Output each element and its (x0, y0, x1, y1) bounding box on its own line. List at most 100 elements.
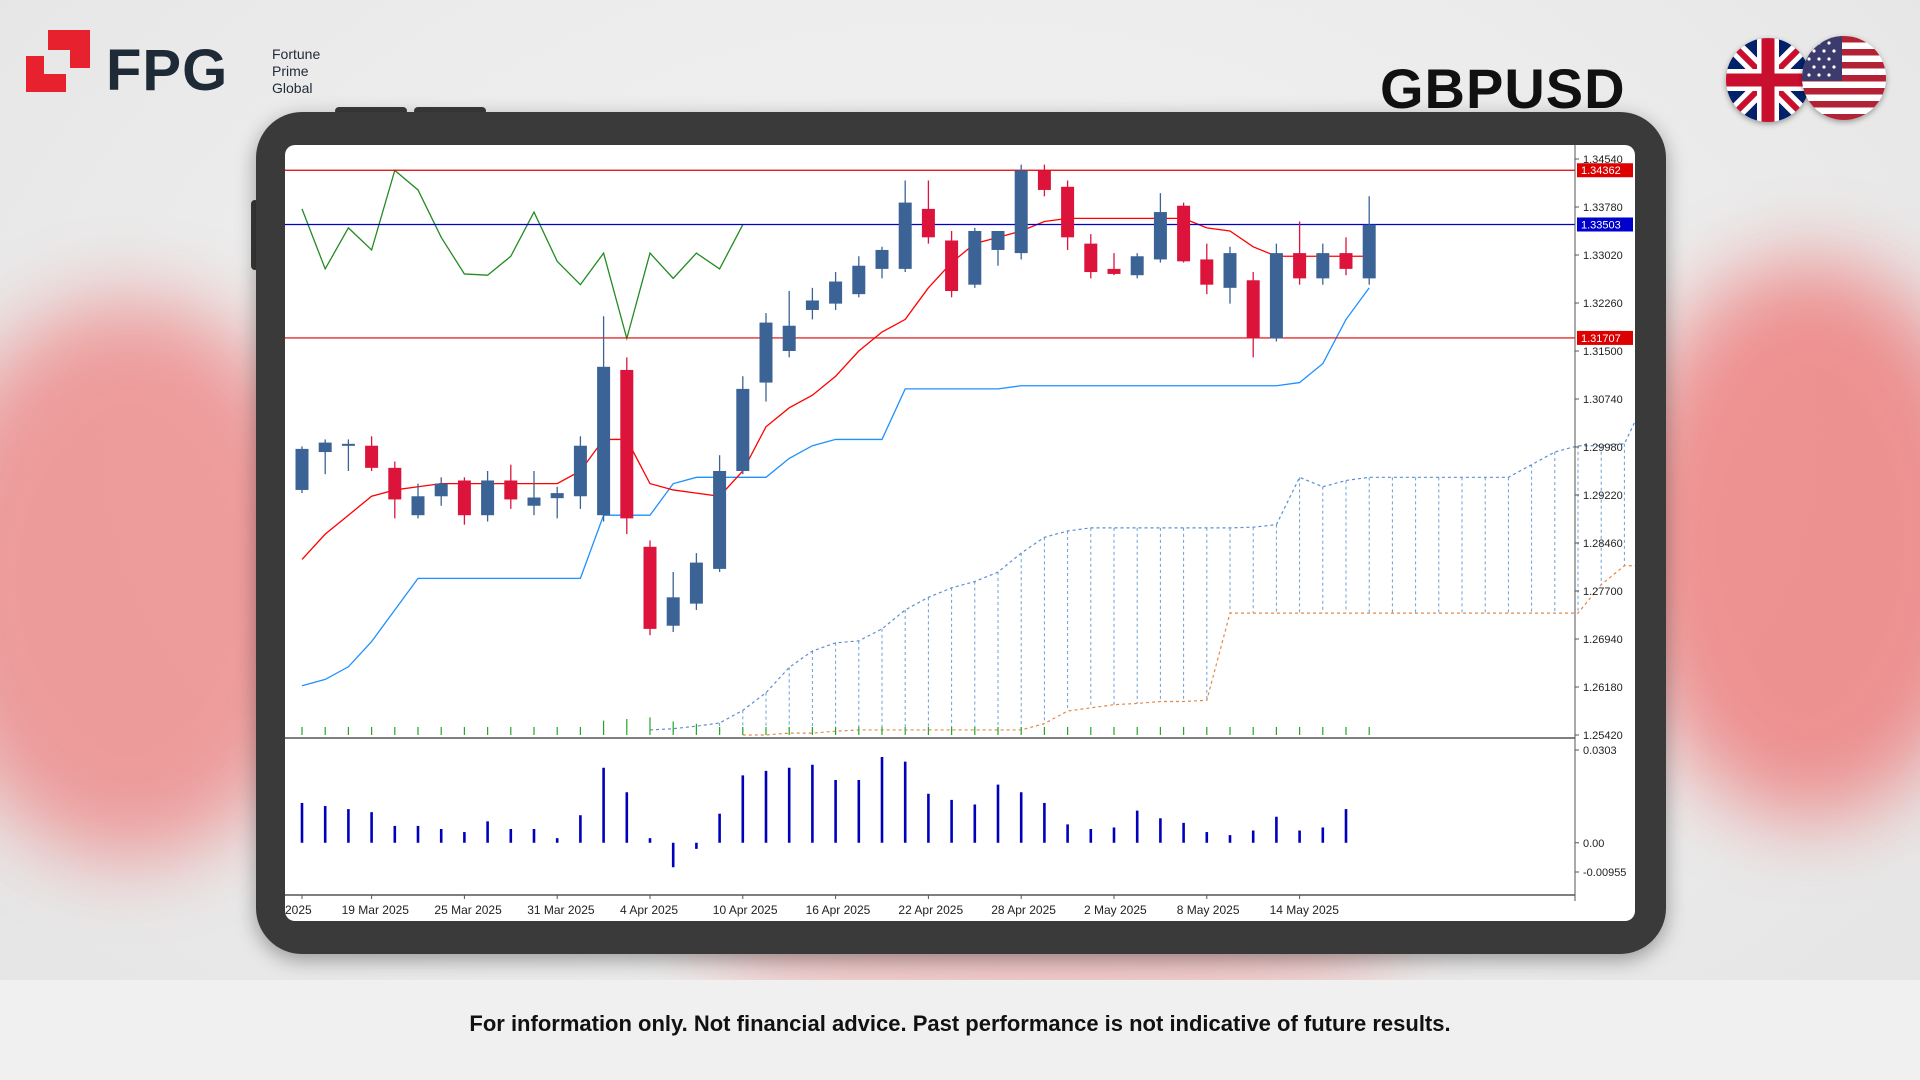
tenkan-sen-line (301, 217, 1370, 560)
footer-bar (0, 980, 1920, 1080)
brand-sub-line2: Prime (272, 63, 309, 79)
candle-bull (666, 597, 680, 626)
candle-bull (318, 442, 332, 453)
chart-screen: 1.34540 1.33780 1.33020 1.32260 1.31500 1.307… (285, 145, 1635, 921)
us-flag-icon (1802, 36, 1886, 120)
time-tick-label: 22 Apr 2025 (898, 903, 963, 917)
candle-bull (411, 496, 425, 516)
bg-smoke-right (1620, 260, 1920, 820)
candle-bull (875, 249, 889, 269)
candle-bull (1362, 224, 1376, 279)
candle-bull (759, 322, 773, 383)
senkou-span-b-line (742, 565, 1635, 736)
candle-bull (481, 480, 495, 516)
candle-bull (782, 325, 796, 351)
candle-bull (550, 493, 564, 499)
price-tick-label: 1.30740 (1583, 394, 1623, 406)
time-tick-label: 16 Apr 2025 (806, 903, 871, 917)
price-tick-label: 1.26940 (1583, 634, 1623, 646)
ichimoku-cloud (649, 420, 1635, 736)
candle-bear (457, 480, 471, 516)
level-tag-label: 1.31707 (1581, 333, 1621, 345)
candle-bull (295, 448, 309, 490)
price-tick-label: 1.32260 (1583, 298, 1623, 310)
candle-bear (1177, 205, 1191, 262)
candle-bear (921, 208, 935, 238)
gbpusd-chart: 1.34540 1.33780 1.33020 1.32260 1.31500 1.307… (285, 145, 1635, 917)
senkou-span-a-line (649, 420, 1635, 731)
price-tick-label: 1.31500 (1583, 346, 1623, 358)
time-tick-label: 10 Apr 2025 (713, 903, 778, 917)
momentum-tick-label: 0.00 (1583, 838, 1604, 850)
candle-bull (597, 366, 611, 516)
candle-bull (573, 445, 587, 497)
candle-bull (713, 471, 727, 569)
time-tick-label: 14 May 2025 (1270, 903, 1340, 917)
level-tag (1577, 163, 1633, 178)
tablet-top-button-1 (335, 107, 407, 115)
candle-bear (388, 467, 402, 500)
price-tick-label: 1.29220 (1583, 490, 1623, 502)
candle-bull (805, 300, 819, 310)
time-tick-label: 28 Apr 2025 (991, 903, 1056, 917)
level-tag (1577, 217, 1633, 232)
brand-name: FPG (106, 38, 229, 103)
time-tick-label: 2025 (285, 903, 312, 917)
fpg-logo-icon (26, 30, 90, 92)
candle-bull (736, 388, 750, 471)
candle-bull (1223, 253, 1237, 288)
candle-bull (1153, 212, 1167, 260)
price-tick-label: 1.27700 (1583, 586, 1623, 598)
momentum-tick-label: -0.00955 (1583, 867, 1626, 879)
brand-sub-line1: Fortune (272, 46, 321, 62)
fpg-logo: FPG Fortune Prime Global (26, 28, 366, 103)
candle-bull (1130, 256, 1144, 276)
brand-subtitle: Fortune Prime Global (272, 46, 320, 97)
disclaimer: For information only. Not financial advi… (469, 1011, 1451, 1036)
candle-bear (1061, 186, 1075, 238)
candle-bull (898, 202, 912, 269)
tablet-side-button (251, 200, 259, 270)
candle-bull (1269, 253, 1283, 339)
candle-bull (527, 497, 541, 506)
time-tick-label: 19 Mar 2025 (342, 903, 410, 917)
momentum-tick-label: 0.0303 (1583, 745, 1617, 757)
time-tick-label: 4 Apr 2025 (620, 903, 678, 917)
candle-bear (1037, 170, 1051, 190)
level-tag-label: 1.34362 (1581, 165, 1621, 177)
time-tick-label: 31 Mar 2025 (527, 903, 595, 917)
candle-bull (689, 562, 703, 604)
candle-bear (365, 445, 379, 468)
candle-bull (829, 281, 843, 304)
level-tag (1577, 330, 1633, 345)
candle-bear (1246, 280, 1260, 339)
candle-bull (852, 265, 866, 295)
indicator-lines (301, 169, 1370, 687)
momentum-panel: 0.0303 0.00 -0.00955 (300, 745, 1626, 879)
candle-bear (1339, 253, 1353, 269)
candle-bull (968, 231, 982, 285)
candle-bull (434, 483, 448, 497)
pair-title: GBPUSD (1380, 57, 1626, 120)
price-tick-label: 1.28460 (1583, 538, 1623, 550)
candle-bull (991, 231, 1005, 250)
price-tick-label: 1.25420 (1583, 730, 1623, 742)
candle-bear (620, 369, 634, 519)
candles (295, 164, 1376, 636)
level-tag-label: 1.33503 (1581, 219, 1621, 231)
uk-flag-icon (1726, 38, 1810, 122)
candle-bear (1200, 259, 1214, 285)
volume-ticks (301, 717, 1370, 735)
candle-bear (504, 480, 518, 500)
candle-bear (1107, 268, 1121, 274)
price-tick-label: 1.26180 (1583, 682, 1623, 694)
price-tick-label: 1.29980 (1583, 442, 1623, 454)
time-tick-label: 8 May 2025 (1177, 903, 1240, 917)
candle-bear (643, 546, 657, 629)
tablet-top-button-2 (414, 107, 486, 115)
time-tick-label: 25 Mar 2025 (434, 903, 502, 917)
kijun-sen-line (301, 287, 1370, 687)
candle-bull (1316, 253, 1330, 279)
price-axis: 1.34540 1.33780 1.33020 1.32260 1.31500 1.307… (285, 145, 1633, 901)
candle-bear (1293, 253, 1307, 279)
